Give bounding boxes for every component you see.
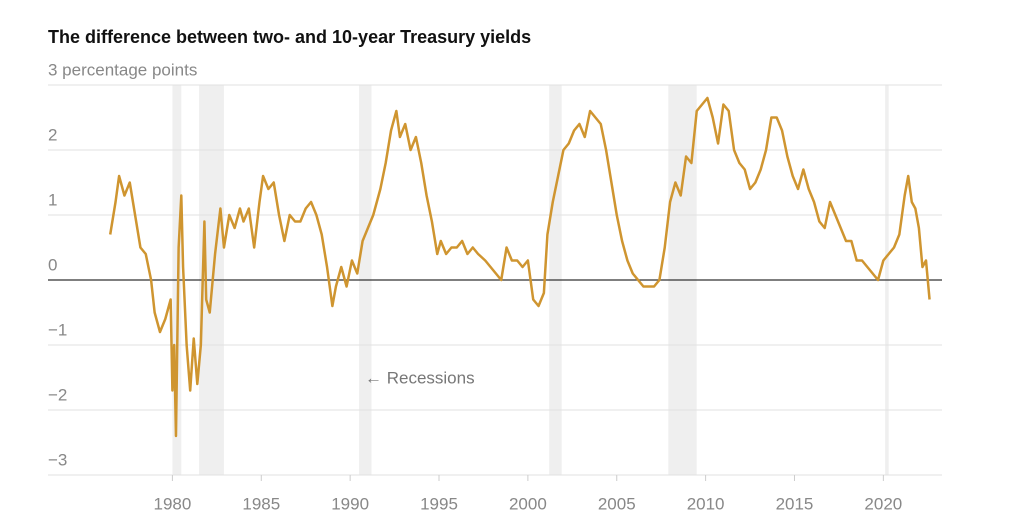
x-tick-label: 1985 (242, 494, 280, 513)
x-tick-label: 1980 (153, 494, 191, 513)
annotation: ← Recessions (365, 368, 475, 387)
line-series (108, 96, 931, 438)
y-tick-label: −2 (48, 385, 67, 404)
x-tick-label: 2005 (598, 494, 636, 513)
x-tick-label: 1990 (331, 494, 369, 513)
x-tick-label: 1995 (420, 494, 458, 513)
y-tick-label: −1 (48, 320, 67, 339)
y-tick-label: −3 (48, 450, 67, 469)
y-tick-label: 0 (48, 255, 57, 274)
x-tick-label: 2010 (687, 494, 725, 513)
x-tick-label: 2020 (864, 494, 902, 513)
chart-title: The difference between two- and 10-year … (48, 27, 531, 47)
y-tick-label: 2 (48, 125, 57, 144)
y-tick-label: 3 percentage points (48, 60, 197, 79)
x-tick-label: 2000 (509, 494, 547, 513)
x-tick-label: 2015 (776, 494, 814, 513)
y-tick-label: 1 (48, 190, 57, 209)
